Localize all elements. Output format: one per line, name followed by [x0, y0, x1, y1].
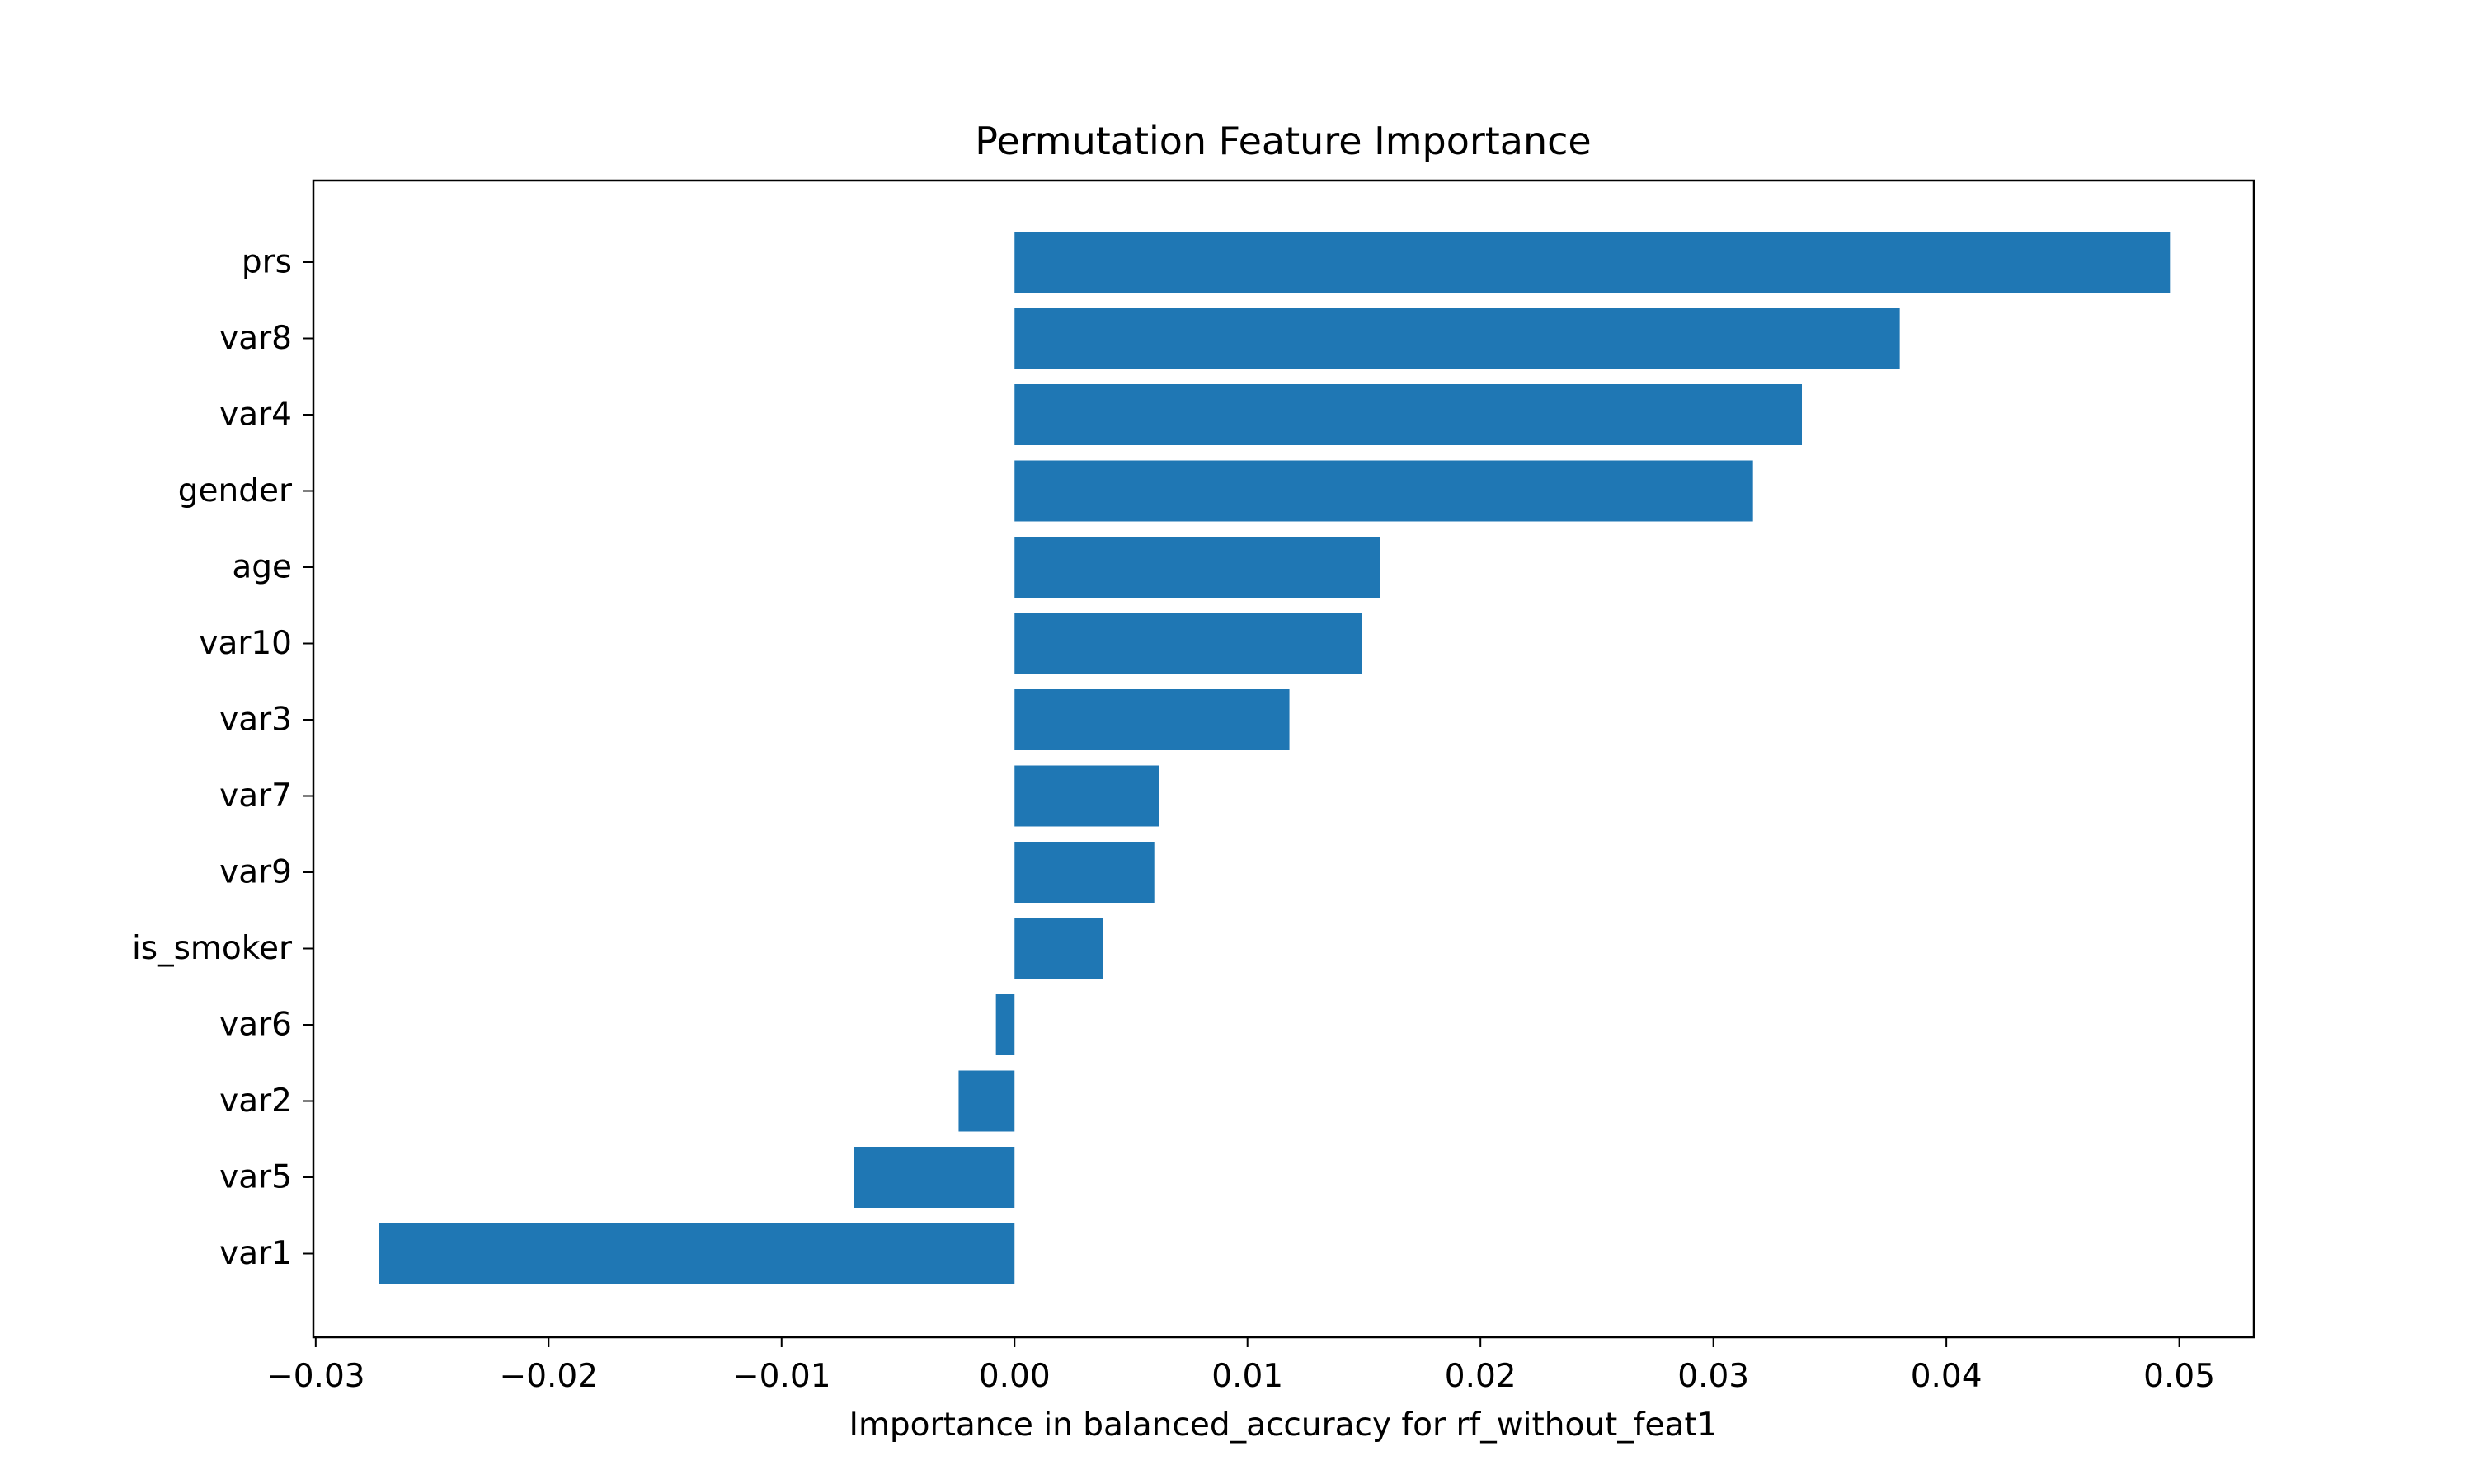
x-tick-label: −0.03 [266, 1358, 365, 1395]
y-tick-label: var8 [219, 320, 292, 357]
y-tick-label: var9 [219, 854, 292, 891]
bar-is-smoker [1014, 918, 1103, 979]
bar-gender [1014, 460, 1753, 522]
y-tick-label: var2 [219, 1082, 292, 1120]
x-tick-label: 0.03 [1677, 1358, 1749, 1395]
y-tick-label: var1 [219, 1235, 292, 1272]
y-tick-label: is_smoker [132, 930, 293, 967]
y-tick-label: age [232, 549, 292, 586]
bar-var7 [1014, 765, 1159, 827]
y-tick-label: var7 [219, 777, 292, 815]
x-tick-label: 0.02 [1445, 1358, 1517, 1395]
x-axis-label: Importance in balanced_accuracy for rf_w… [849, 1407, 1717, 1444]
x-tick-label: 0.05 [2143, 1358, 2215, 1395]
y-tick-label: var4 [219, 397, 292, 434]
y-tick-label: gender [178, 472, 293, 510]
x-tick-label: −0.01 [732, 1358, 831, 1395]
x-tick-label: 0.01 [1211, 1358, 1283, 1395]
bar-age [1014, 537, 1380, 598]
bar-var9 [1014, 842, 1155, 903]
y-tick-label: var10 [199, 625, 292, 662]
y-tick-label: var6 [219, 1007, 292, 1044]
y-tick-label: var5 [219, 1159, 292, 1196]
plot-frame [312, 179, 2255, 1339]
x-tick-label: 0.04 [1911, 1358, 1982, 1395]
x-axis: −0.03 −0.02 −0.01 0.00 0.01 0.02 0.03 0.04 0.05 [266, 1337, 2215, 1395]
bar-var6 [995, 994, 1015, 1055]
chart-title: Permutation Feature Importance [975, 119, 1591, 163]
bar-var5 [854, 1147, 1015, 1208]
bar-var1 [379, 1223, 1015, 1284]
bar-group [379, 232, 2171, 1284]
y-tick-label: prs [242, 244, 292, 281]
bar-var3 [1014, 689, 1290, 750]
x-tick-label: −0.02 [500, 1358, 599, 1395]
bar-prs [1014, 232, 2171, 293]
y-axis: prs var8 var4 gender age var10 var3 var7 var9 is_… [132, 244, 313, 1272]
y-tick-label: var3 [219, 702, 292, 739]
x-tick-label: 0.00 [979, 1358, 1051, 1395]
bar-var2 [958, 1070, 1015, 1132]
bar-var10 [1014, 613, 1362, 674]
bar-var4 [1014, 384, 1803, 445]
bar-var8 [1014, 308, 1900, 369]
